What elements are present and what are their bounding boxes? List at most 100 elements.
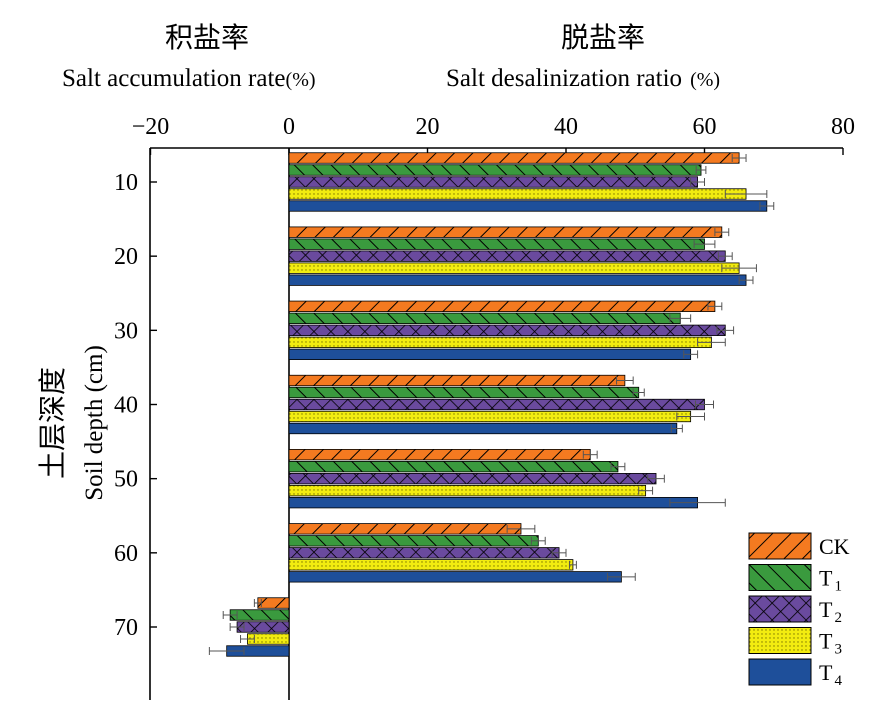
bar-t1-60 xyxy=(288,535,539,547)
bar-t2-10 xyxy=(288,176,698,188)
right-title-en: Salt desalinization ratio (%) xyxy=(446,65,720,92)
legend-label: CK xyxy=(819,534,850,559)
bar-ck-10 xyxy=(288,152,740,164)
legend-swatch xyxy=(748,564,812,591)
legend-item-ck: CK xyxy=(748,532,850,560)
error-bar-ck-60 xyxy=(506,524,536,533)
legend-swatch xyxy=(748,658,812,686)
bar-ck-60 xyxy=(288,523,522,535)
error-bar-ck-20 xyxy=(714,228,730,237)
bar-ck-50 xyxy=(288,449,591,461)
bar-ck-30 xyxy=(288,300,716,312)
error-bar-t4-20 xyxy=(738,276,754,285)
right-title-en-text: Salt desalinization ratio xyxy=(446,65,682,92)
error-bar-t1-60 xyxy=(530,536,546,545)
legend-swatch xyxy=(748,532,812,560)
bar-t4-10 xyxy=(288,200,768,212)
left-title-en: Salt accumulation rate(%) xyxy=(62,65,316,92)
x-tick-label: −20 xyxy=(132,114,170,140)
error-bar-t4-40 xyxy=(670,424,683,433)
bar-t3-20 xyxy=(288,262,740,274)
left-title-unit: (%) xyxy=(286,69,316,91)
y-tick-label: 40 xyxy=(114,393,138,419)
error-bar-t2-20 xyxy=(717,252,733,261)
y-title-en: Soil depth (cm) xyxy=(81,345,108,501)
error-bar-t1-50 xyxy=(610,462,626,471)
axes: −20 0 20 40 60 80 10 20 30 40 50 60 70 xyxy=(114,114,855,700)
bar-t1-20 xyxy=(288,238,705,250)
bar-ck-70 xyxy=(257,597,290,609)
y-tick-label: 50 xyxy=(114,467,138,493)
error-bar-t3-30 xyxy=(697,338,726,347)
bar-ck-40 xyxy=(288,374,626,387)
error-bar-t2-30 xyxy=(716,326,735,335)
y-tick-label: 70 xyxy=(114,615,138,641)
x-tick-label: 60 xyxy=(693,114,717,140)
error-bar-t3-20 xyxy=(721,264,757,273)
error-bar-t3-50 xyxy=(638,486,654,495)
bar-t3-40 xyxy=(288,410,692,423)
error-bar-t2-50 xyxy=(647,474,665,483)
bar-t1-70 xyxy=(229,609,290,621)
y-tick-label: 20 xyxy=(114,244,138,270)
error-bar-t1-10 xyxy=(695,166,707,174)
error-bar-t1-70 xyxy=(222,611,238,619)
bar-t1-50 xyxy=(288,461,619,473)
error-bar-t3-40 xyxy=(676,412,705,421)
bar-t3-10 xyxy=(288,188,747,200)
bar-t2-50 xyxy=(288,473,657,485)
bar-t3-30 xyxy=(288,336,712,348)
error-bar-ck-10 xyxy=(731,154,747,162)
right-title-cn: 脱盐率 xyxy=(561,21,645,54)
error-bar-t4-30 xyxy=(683,350,699,359)
bar-t1-10 xyxy=(288,164,702,176)
legend-swatch xyxy=(748,627,812,654)
bar-t4-20 xyxy=(288,274,747,286)
y-axis-title: 土层深度 Soil depth (cm) xyxy=(36,345,108,501)
bar-t3-50 xyxy=(288,485,647,497)
bar-t2-70 xyxy=(236,621,290,633)
bar-t3-60 xyxy=(288,559,574,571)
error-bar-t4-60 xyxy=(607,572,636,581)
bar-t4-50 xyxy=(288,497,698,509)
error-bar-ck-40 xyxy=(616,376,634,385)
error-bar-t1-40 xyxy=(632,388,645,397)
error-bar-t3-60 xyxy=(568,560,577,569)
error-bar-t1-20 xyxy=(693,240,716,249)
bar-t4-40 xyxy=(288,422,678,435)
bars xyxy=(208,152,775,657)
error-bar-t2-60 xyxy=(551,548,567,557)
error-bar-ck-30 xyxy=(707,302,723,311)
bar-t2-40 xyxy=(288,398,705,411)
y-tick-label: 60 xyxy=(114,541,138,567)
bar-t4-30 xyxy=(288,348,692,360)
x-tick-label: 20 xyxy=(416,114,440,140)
error-bar-t1-30 xyxy=(669,314,692,323)
x-tick-label: 0 xyxy=(283,114,295,140)
error-bar-t2-40 xyxy=(694,400,715,409)
bar-t2-20 xyxy=(288,250,726,262)
legend: CK T 1T 2 T 3T 4 xyxy=(748,532,850,689)
error-bar-t3-10 xyxy=(724,190,768,198)
error-bar-t4-70 xyxy=(208,647,245,655)
error-bar-t2-70 xyxy=(229,623,245,631)
x-tick-label: 80 xyxy=(831,114,855,140)
y-title-cn: 土层深度 xyxy=(36,367,69,479)
bar-t2-60 xyxy=(288,547,560,559)
legend-swatch xyxy=(748,595,812,623)
left-title-en-text: Salt accumulation rate xyxy=(62,65,286,92)
error-bar-t2-10 xyxy=(690,178,705,186)
error-bar-t4-10 xyxy=(759,202,775,210)
y-tick-label: 10 xyxy=(114,170,138,196)
error-bar-t4-50 xyxy=(669,498,726,507)
bar-t2-30 xyxy=(288,324,726,336)
x-tick-label: 40 xyxy=(554,114,578,140)
